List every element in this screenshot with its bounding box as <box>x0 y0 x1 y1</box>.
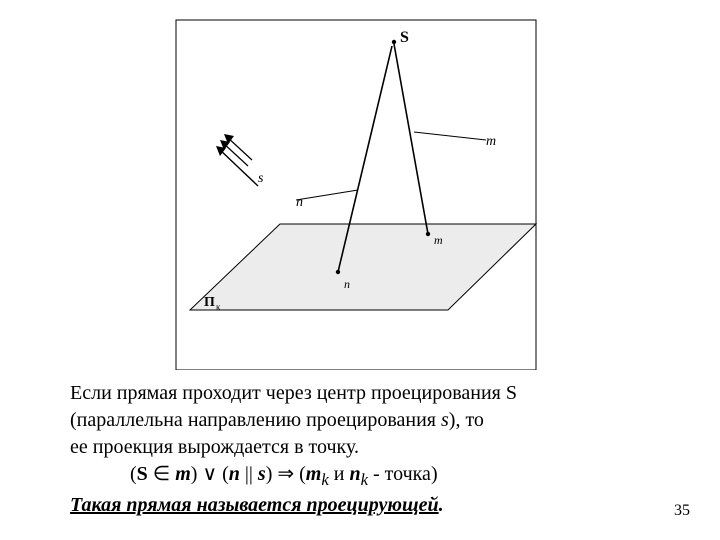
label-m-line: m <box>486 134 496 149</box>
caption-line-2: (параллельна направлению проецирования s… <box>70 407 670 434</box>
fm-s: s <box>258 463 266 485</box>
fm-and: и <box>329 463 350 485</box>
formula-line: (S ∈ m) ∨ (n || s) ⇒ (mk и nk - точка) <box>70 461 670 492</box>
caption-l2-s: s <box>441 409 449 431</box>
fm-k2: k <box>361 470 368 489</box>
label-n-point: n <box>344 277 350 291</box>
label-Pi: П <box>204 295 215 310</box>
caption-line-5: Такая прямая называется проецирующей. <box>70 492 670 519</box>
caption-line-1: Если прямая проходит через центр проецир… <box>70 380 670 407</box>
fm-m: m <box>175 463 191 485</box>
caption-l1-S: S <box>506 382 517 404</box>
caption-l5: Такая прямая называется проецирующей <box>70 494 439 516</box>
label-S: S <box>400 29 409 46</box>
point-n <box>336 270 340 274</box>
fm-n: n <box>229 463 240 485</box>
fm-in: ∈ <box>148 463 175 485</box>
fm-k1: k <box>321 470 328 489</box>
caption-text: Если прямая проходит через центр проецир… <box>70 380 670 519</box>
caption-line-3: ее проекция вырождается в точку. <box>70 434 670 461</box>
caption-l1a: Если прямая проходит через центр проецир… <box>70 382 506 404</box>
fm-nk: n <box>349 463 360 485</box>
point-m <box>426 232 430 236</box>
fm-par: || <box>240 463 258 485</box>
caption-l2a: (параллельна направлению проецирования <box>70 409 441 431</box>
label-n-line: n <box>296 195 303 210</box>
fm-S: S <box>137 463 148 485</box>
label-m-point: m <box>434 233 443 247</box>
fm-end: - точка) <box>368 463 438 485</box>
slide-container: S s m n m n П к Если прямая проходит чер… <box>0 0 720 540</box>
fm-mk: m <box>306 463 322 485</box>
caption-l5-dot: . <box>439 494 444 516</box>
caption-l2c: ), то <box>449 409 484 431</box>
label-s-dir: s <box>258 171 264 186</box>
page-number: 35 <box>674 502 690 520</box>
fm-or: ) ∨ ( <box>191 463 229 485</box>
point-S <box>392 40 396 44</box>
projection-diagram: S s m n m n П к <box>0 0 720 370</box>
label-Pi-sub: к <box>216 302 221 312</box>
fm-imp: ) ⇒ ( <box>266 463 306 485</box>
